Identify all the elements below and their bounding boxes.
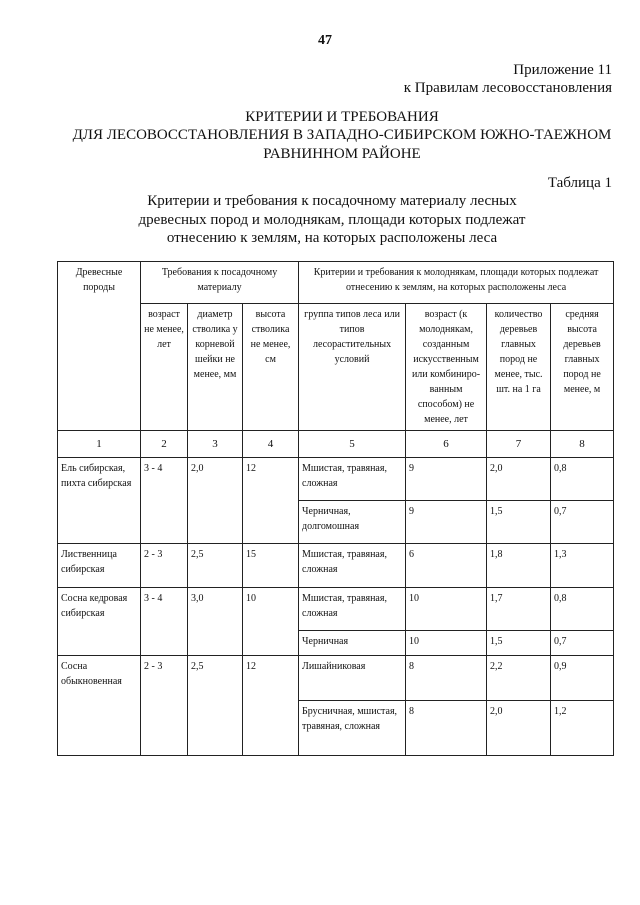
avg-height-cell: 0,8 <box>550 587 615 631</box>
tree-count-cell: 2,0 <box>486 457 552 501</box>
species-cell: Сосна обыкновенная <box>57 655 141 756</box>
tree-count-cell: 2,0 <box>486 700 552 756</box>
caption-line-2: древесных пород и молоднякам, площади ко… <box>138 212 526 228</box>
avg-height-cell: 0,8 <box>550 457 615 501</box>
height-cell: 10 <box>241 587 300 656</box>
appendix-number: Приложение 11 <box>513 62 612 78</box>
avg-height-cell: 0,7 <box>550 630 615 656</box>
height-cell: 12 <box>241 655 300 756</box>
avg-height-cell: 1,3 <box>550 543 615 588</box>
header-col-4: высота стволика не менее, см <box>241 303 300 431</box>
young-age-cell: 8 <box>405 655 488 701</box>
planting-age-cell: 3 - 4 <box>140 587 188 656</box>
header-col-7: количество деревьев главных пород не мен… <box>486 303 552 431</box>
forest-type-cell: Лишайниковая <box>298 655 407 701</box>
diameter-cell: 3,0 <box>187 587 243 656</box>
diameter-cell: 2,5 <box>187 655 243 756</box>
forest-type-cell: Брусничная, мшистая, травяная, сложная <box>298 700 407 756</box>
table-row: Сосна обыкновенная 2 - 3 2,5 12 Лишайник… <box>57 655 615 756</box>
table-row: Черничная, долгомошная 9 1,5 0,7 <box>58 500 615 544</box>
avg-height-cell: 0,7 <box>550 500 615 544</box>
caption-line-3: отнесению к землям, на которых расположе… <box>166 230 498 246</box>
tree-count-cell: 1,7 <box>486 587 552 631</box>
species-cell: Сосна кедровая сибирская <box>57 587 141 656</box>
avg-height-cell: 1,2 <box>550 700 615 756</box>
col-number: 6 <box>405 430 488 458</box>
page-number: 47 <box>318 33 332 48</box>
header-species: Древесные породы <box>57 261 141 431</box>
table-row: Лиственница сибирская 2 - 3 2,5 15 Мшист… <box>57 543 615 588</box>
criteria-table: Древесные породы Требования к посадочном… <box>57 261 615 756</box>
planting-age-cell: 2 - 3 <box>140 543 188 588</box>
young-age-cell: 10 <box>405 630 488 656</box>
col-number: 4 <box>241 430 300 458</box>
forest-type-cell: Мшистая, травяная, сложная <box>298 543 407 588</box>
appendix-reference: к Правилам лесовосстановления <box>403 80 612 96</box>
table-row: Сосна кедровая сибирская 3 - 4 3,0 10 Мш… <box>57 587 615 656</box>
table-row: Ель сибирская, пихта сибирская 3 - 4 2,0… <box>57 457 615 544</box>
young-age-cell: 9 <box>405 500 488 544</box>
tree-count-cell: 1,8 <box>486 543 552 588</box>
title-line-1: КРИТЕРИИ И ТРЕБОВАНИЯ <box>245 109 439 125</box>
header-col-8: средняя высота деревьев главных пород не… <box>550 303 615 431</box>
height-cell: 12 <box>241 457 300 544</box>
avg-height-cell: 0,9 <box>550 655 615 701</box>
tree-count-cell: 1,5 <box>486 630 552 656</box>
species-cell: Лиственница сибирская <box>57 543 141 588</box>
forest-type-cell: Мшистая, травяная, сложная <box>298 587 407 631</box>
height-cell: 15 <box>241 543 300 588</box>
col-number: 1 <box>57 430 141 458</box>
col-number: 5 <box>298 430 407 458</box>
young-age-cell: 10 <box>405 587 488 631</box>
header-col-2: возраст не менее, лет <box>140 303 188 431</box>
caption-line-1: Критерии и требования к посадочному мате… <box>147 193 517 209</box>
header-col-3: диаметр стволика у корневой шейки не мен… <box>187 303 243 431</box>
planting-age-cell: 2 - 3 <box>140 655 188 756</box>
col-number: 2 <box>140 430 188 458</box>
diameter-cell: 2,0 <box>187 457 243 544</box>
forest-type-cell: Черничная <box>298 630 407 656</box>
forest-type-cell: Мшистая, травяная, сложная <box>298 457 407 501</box>
header-planting-material: Требования к посадочному материалу <box>139 261 300 304</box>
young-age-cell: 6 <box>405 543 488 588</box>
header-col-6: возраст (к молоднякам, созданным искусст… <box>405 303 488 431</box>
species-cell: Ель сибирская, пихта сибирская <box>57 457 141 544</box>
col-number: 3 <box>187 430 243 458</box>
table-label: Таблица 1 <box>547 175 612 191</box>
tree-count-cell: 2,2 <box>486 655 552 701</box>
forest-type-cell: Черничная, долгомошная <box>298 500 407 544</box>
young-age-cell: 9 <box>405 457 488 501</box>
header-col-5: группа типов леса или типов лесорастител… <box>298 303 407 431</box>
col-number: 8 <box>550 430 615 458</box>
header-young-stands: Критерии и требования к молоднякам, площ… <box>298 261 615 304</box>
title-line-2: ДЛЯ ЛЕСОВОССТАНОВЛЕНИЯ В ЗАПАДНО-СИБИРСК… <box>72 127 612 143</box>
title-line-3: РАВНИННОМ РАЙОНЕ <box>263 146 421 162</box>
diameter-cell: 2,5 <box>187 543 243 588</box>
planting-age-cell: 3 - 4 <box>140 457 188 544</box>
tree-count-cell: 1,5 <box>486 500 552 544</box>
young-age-cell: 8 <box>405 700 488 756</box>
table-row: Брусничная, мшистая, травяная, сложная 8… <box>58 700 615 756</box>
col-number: 7 <box>486 430 552 458</box>
